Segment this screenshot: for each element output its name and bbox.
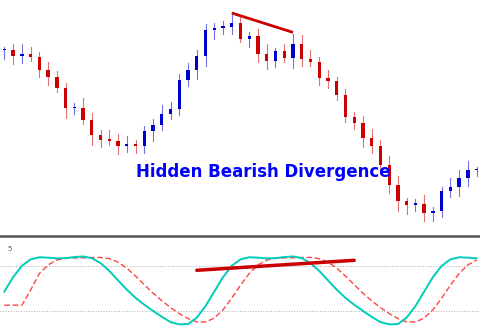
Bar	[186, 70, 189, 80]
Bar	[168, 109, 172, 114]
Bar	[81, 108, 84, 121]
Bar	[160, 114, 163, 125]
Bar	[99, 135, 102, 140]
Bar	[413, 203, 416, 205]
Bar	[20, 54, 24, 56]
Bar	[282, 51, 285, 58]
Bar	[396, 185, 399, 201]
Bar	[360, 123, 364, 138]
Text: Hidden Bearish Divergence: Hidden Bearish Divergence	[135, 163, 389, 181]
Bar	[456, 178, 460, 187]
Bar	[369, 138, 372, 146]
Text: 5: 5	[7, 246, 12, 252]
Bar	[343, 95, 347, 117]
Bar	[116, 141, 120, 145]
Bar	[195, 56, 198, 70]
Bar	[125, 144, 128, 145]
Bar	[317, 63, 320, 78]
Bar	[72, 107, 76, 108]
Bar	[47, 70, 49, 77]
Bar	[291, 44, 294, 58]
Bar	[308, 59, 312, 63]
Bar	[352, 117, 355, 123]
Bar	[421, 204, 425, 213]
Bar	[247, 36, 251, 39]
Bar	[229, 22, 233, 27]
Bar	[212, 27, 216, 30]
Bar	[387, 165, 390, 185]
Bar	[474, 169, 477, 170]
Bar	[90, 121, 93, 135]
Bar	[431, 211, 433, 213]
Bar	[378, 146, 381, 165]
Bar	[151, 125, 155, 131]
Bar	[29, 54, 32, 57]
Bar	[325, 78, 329, 82]
Bar	[12, 51, 15, 56]
Bar	[143, 131, 145, 146]
Bar	[264, 54, 268, 61]
Bar	[300, 44, 303, 59]
Bar	[239, 22, 241, 39]
Bar	[221, 26, 224, 27]
Bar	[55, 77, 59, 88]
Bar	[448, 187, 451, 191]
Bar	[37, 57, 41, 70]
Bar	[64, 88, 67, 108]
Bar	[465, 170, 468, 178]
Bar	[177, 80, 180, 109]
Bar	[273, 51, 276, 61]
Bar	[204, 30, 207, 56]
Bar	[3, 49, 6, 51]
Bar	[133, 144, 137, 146]
Bar	[108, 139, 111, 141]
Bar	[439, 191, 443, 211]
Bar	[256, 36, 259, 54]
Bar	[404, 201, 408, 205]
Bar	[335, 82, 337, 95]
